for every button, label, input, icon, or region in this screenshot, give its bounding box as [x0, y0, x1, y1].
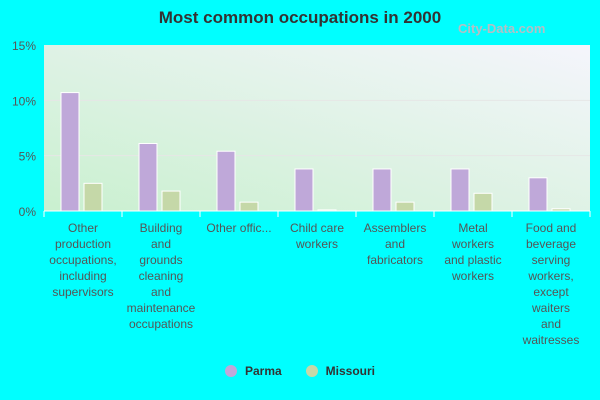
bar-missouri	[551, 208, 571, 212]
bar-parma	[528, 177, 548, 212]
x-tick-label: Assemblers and fabricators	[364, 221, 427, 267]
y-tick-label: 0%	[19, 205, 37, 219]
bar-missouri	[239, 201, 259, 212]
x-tick-label: Other production occupations, including supe…	[49, 221, 116, 299]
bar-missouri	[83, 182, 103, 212]
watermark: City-Data.com	[458, 21, 546, 36]
bar-missouri	[395, 201, 415, 212]
x-tick-label: Food and beverage serving workers, except wai…	[522, 221, 580, 347]
legend-item-parma: Parma	[224, 364, 282, 378]
y-tick-label: 15%	[12, 39, 36, 53]
bar-parma	[216, 150, 236, 212]
bar-parma	[450, 168, 470, 212]
x-tick-label: Child care workers	[290, 221, 344, 251]
legend-swatch	[224, 365, 237, 377]
legend-label: Parma	[244, 364, 282, 378]
x-tick-label: Building and grounds cleaning and maintenance…	[127, 221, 196, 331]
bar-parma	[138, 142, 158, 212]
chart-title: Most common occupations in 2000	[158, 8, 442, 27]
bar-missouri	[161, 190, 181, 212]
plot-area	[44, 45, 590, 211]
bar-parma	[294, 168, 314, 212]
bar-parma	[372, 168, 392, 212]
legend-label: Missouri	[325, 364, 376, 378]
bar-missouri	[473, 192, 493, 212]
x-tick-label: Other offic...	[206, 221, 271, 235]
bar-missouri	[317, 209, 337, 212]
bar-parma	[60, 92, 80, 212]
legend-item-missouri: Missouri	[305, 364, 376, 378]
y-tick-label: 5%	[19, 150, 37, 164]
x-tick-label: Metal workers and plastic workers	[444, 221, 501, 283]
legend: Parma Missouri	[0, 364, 600, 378]
y-tick-label: 10%	[12, 94, 36, 108]
legend-swatch	[305, 365, 318, 377]
